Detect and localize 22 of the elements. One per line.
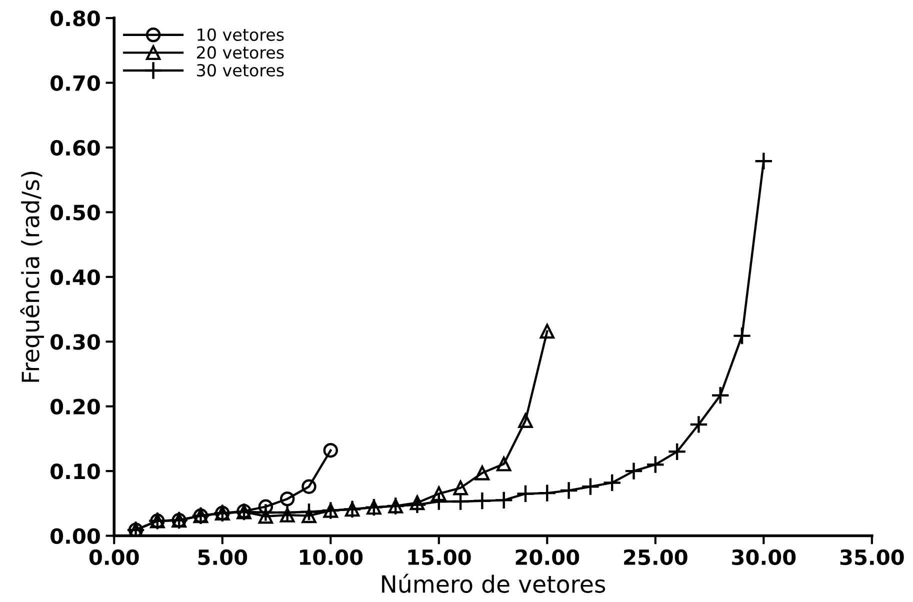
x-tick-label: 0.00	[89, 549, 139, 566]
x-tick-label: 30.00	[732, 549, 796, 566]
y-axis-title: Frequência (rad/s)	[20, 172, 44, 382]
y-tick-label: 0.00	[50, 528, 100, 544]
x-tick-label: 25.00	[624, 549, 688, 566]
x-axis-title: Número de vetores	[382, 574, 606, 593]
x-tick-label: 35.00	[840, 549, 904, 566]
legend-label: 20 vetores	[197, 46, 284, 59]
y-tick-label: 0.60	[50, 140, 100, 156]
y-tick-label: 0.80	[50, 10, 100, 26]
y-tick-label: 0.10	[50, 464, 100, 480]
x-tick-label: 20.00	[516, 549, 580, 566]
y-tick-label: 0.30	[50, 334, 100, 350]
x-tick-label: 15.00	[408, 549, 471, 566]
legend-label: 30 vetores	[197, 64, 284, 77]
y-tick-label: 0.50	[50, 204, 100, 220]
y-tick-label: 0.20	[50, 398, 100, 415]
y-tick-label: 0.70	[50, 75, 100, 91]
x-tick-label: 5.00	[198, 549, 248, 566]
legend-label: 10 vetores	[198, 28, 284, 41]
y-tick-label: 0.40	[50, 269, 100, 286]
x-tick-label: 10.00	[300, 549, 363, 566]
